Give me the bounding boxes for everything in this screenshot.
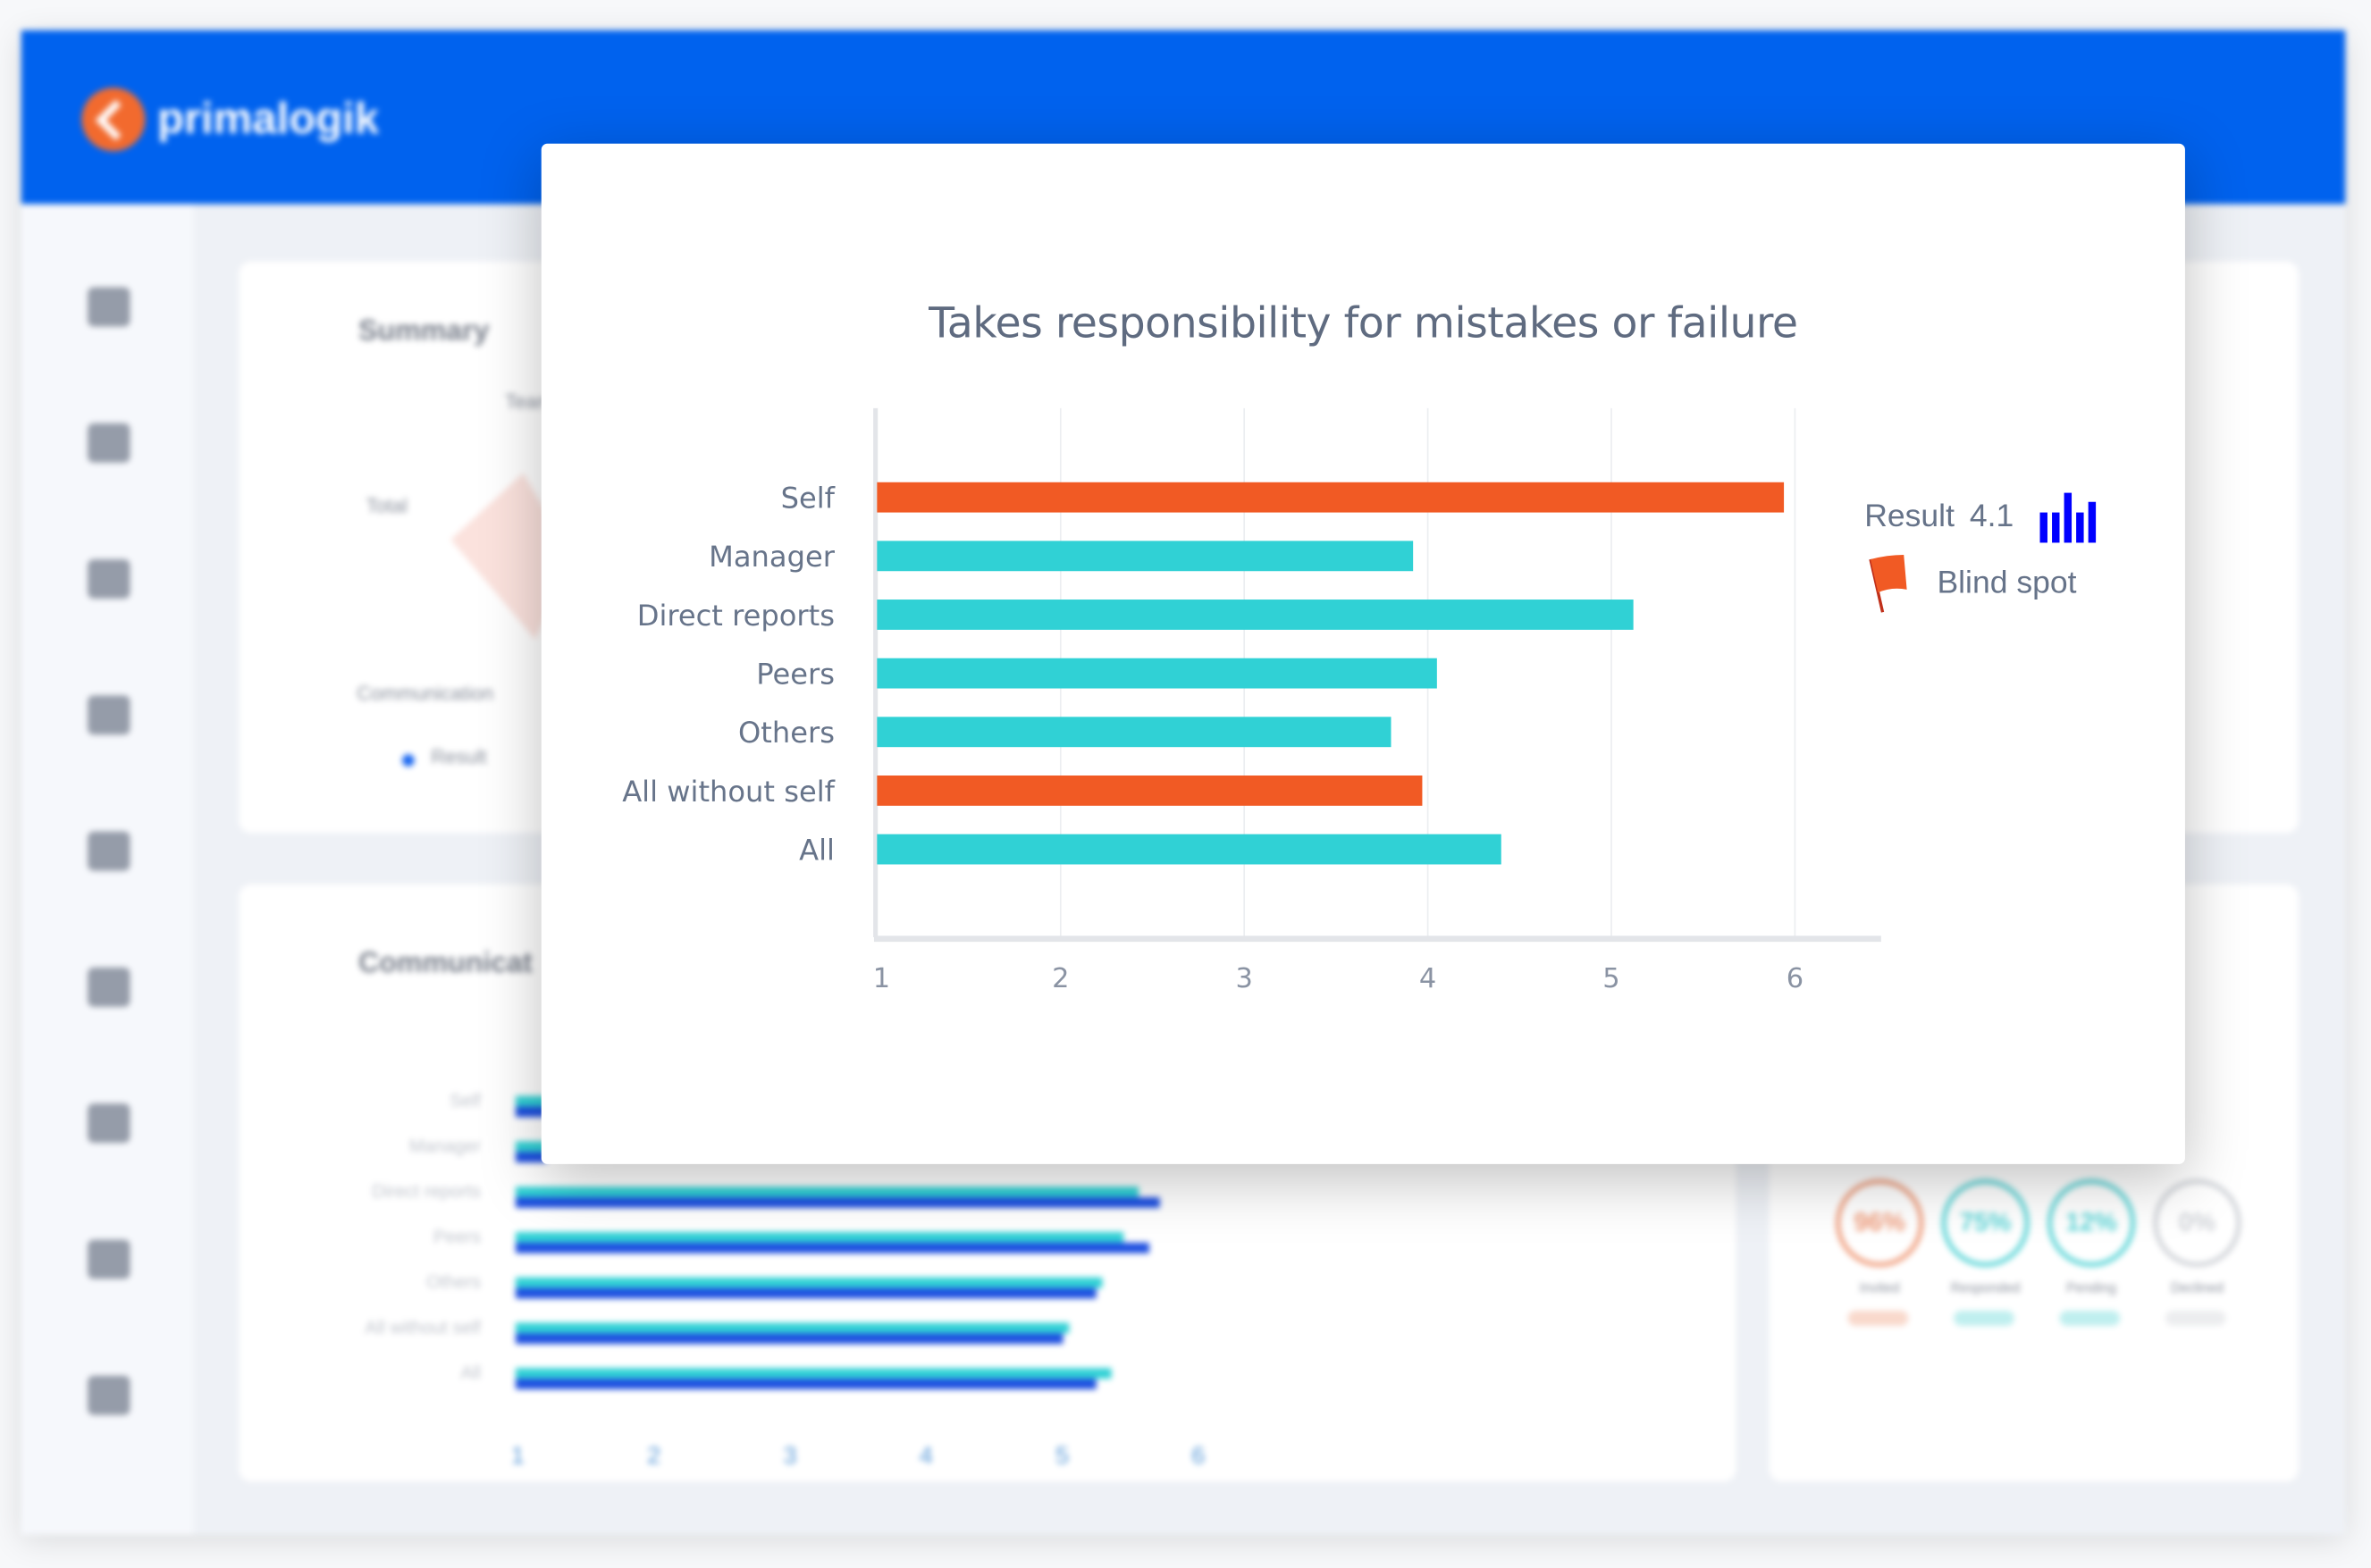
category-label: Self (450, 1089, 482, 1111)
bar (515, 1379, 1097, 1389)
x-tick-label: 4 (1419, 963, 1436, 994)
flag-icon (1869, 554, 1907, 613)
target-icon[interactable] (88, 831, 130, 871)
chart-modal: Takes responsibility for mistakes or fai… (541, 143, 2185, 1164)
bar (515, 1322, 1070, 1334)
bar-manager (877, 541, 1414, 572)
status-pill (2059, 1310, 2121, 1326)
list-icon[interactable] (88, 423, 130, 463)
tick-label: 2 (647, 1443, 661, 1470)
bar (515, 1333, 1064, 1345)
category-label: Others (426, 1270, 482, 1293)
brand-name: primalogik (156, 94, 380, 143)
logo[interactable]: primalogik (81, 88, 380, 152)
document-icon[interactable] (88, 1103, 130, 1144)
bar (515, 1287, 1097, 1299)
bar-chart: 1 2 3 4 5 6 Self Manager Direct reports Peers Othe… (622, 407, 1881, 994)
tick-label: 3 (783, 1443, 797, 1470)
status-ring: 75% (1941, 1178, 2030, 1267)
radar-label: Total (366, 494, 408, 517)
bar-peers (877, 658, 1437, 689)
bar-chart-icon (2039, 492, 2096, 543)
x-tick-label: 1 (873, 963, 890, 994)
tick-label: 1 (510, 1443, 525, 1470)
status-ring: 12% (2047, 1178, 2136, 1267)
x-tick-label: 6 (1787, 963, 1803, 994)
grid-icon[interactable] (88, 695, 130, 735)
home-icon[interactable] (88, 287, 130, 327)
x-tick-label: 3 (1235, 963, 1252, 994)
tick-label: 5 (1055, 1443, 1070, 1470)
status-pill (2165, 1310, 2226, 1326)
x-tick-label: 5 (1602, 963, 1619, 994)
result-value: 4.1 (1969, 499, 2014, 534)
legend-dot (402, 754, 415, 767)
bar (515, 1186, 1139, 1198)
bar (515, 1152, 546, 1163)
bar (515, 1095, 546, 1107)
result-label: Result (1864, 499, 1955, 534)
chart-icon[interactable] (88, 559, 130, 600)
gear-icon[interactable] (88, 1375, 130, 1415)
bar-direct-reports (877, 600, 1634, 630)
bar (515, 1197, 1160, 1208)
refresh-icon[interactable] (88, 967, 130, 1007)
tick-label: 6 (1191, 1443, 1206, 1470)
category-label: Peers (756, 657, 835, 691)
category-label: All (460, 1362, 482, 1384)
sidebar (21, 204, 194, 1535)
status-label: Pending (2066, 1280, 2116, 1296)
category-label: Others (738, 716, 835, 750)
blind-spot-label: Blind spot (1937, 565, 2077, 600)
feedback-icon[interactable] (88, 1239, 130, 1279)
chart-title: Takes responsibility for mistakes or fai… (929, 298, 1798, 348)
status-label: Invited (1859, 1280, 1900, 1296)
status-label: Declined (2170, 1280, 2224, 1296)
category-label: Manager (408, 1135, 482, 1157)
bar (515, 1106, 546, 1118)
category-label: Self (781, 482, 836, 516)
x-tick-label: 2 (1052, 963, 1069, 994)
category-label: Direct reports (372, 1180, 482, 1203)
bar (515, 1242, 1149, 1254)
chart-legend: Result 4.1 Blind spot (1864, 489, 2098, 616)
bar-all-without-self (877, 775, 1423, 806)
bar (515, 1277, 1103, 1288)
radar-label: Communication (357, 682, 494, 705)
category-label: Direct reports (637, 599, 835, 633)
summary-title: Summary (358, 315, 490, 348)
status-pill (1954, 1310, 2014, 1326)
status-label: Responded (1950, 1280, 2021, 1296)
legend-label: Result (431, 745, 487, 768)
bar (515, 1141, 546, 1153)
category-label: Manager (709, 540, 836, 574)
bar (515, 1368, 1112, 1379)
bar-others (877, 717, 1391, 748)
bar-self (877, 482, 1785, 513)
category-label: All without self (622, 775, 835, 809)
logo-icon (81, 88, 146, 152)
bar (515, 1231, 1124, 1243)
status-ring: 96% (1836, 1178, 1924, 1267)
tick-label: 4 (919, 1443, 933, 1470)
category-label: Peers (433, 1226, 482, 1247)
category-label: All (799, 833, 835, 867)
bar-all (877, 834, 1501, 865)
category-label: All without self (365, 1316, 482, 1338)
communication-title: Communicat (358, 947, 533, 980)
status-pill (1847, 1310, 1909, 1326)
status-ring: 0% (2153, 1178, 2241, 1267)
